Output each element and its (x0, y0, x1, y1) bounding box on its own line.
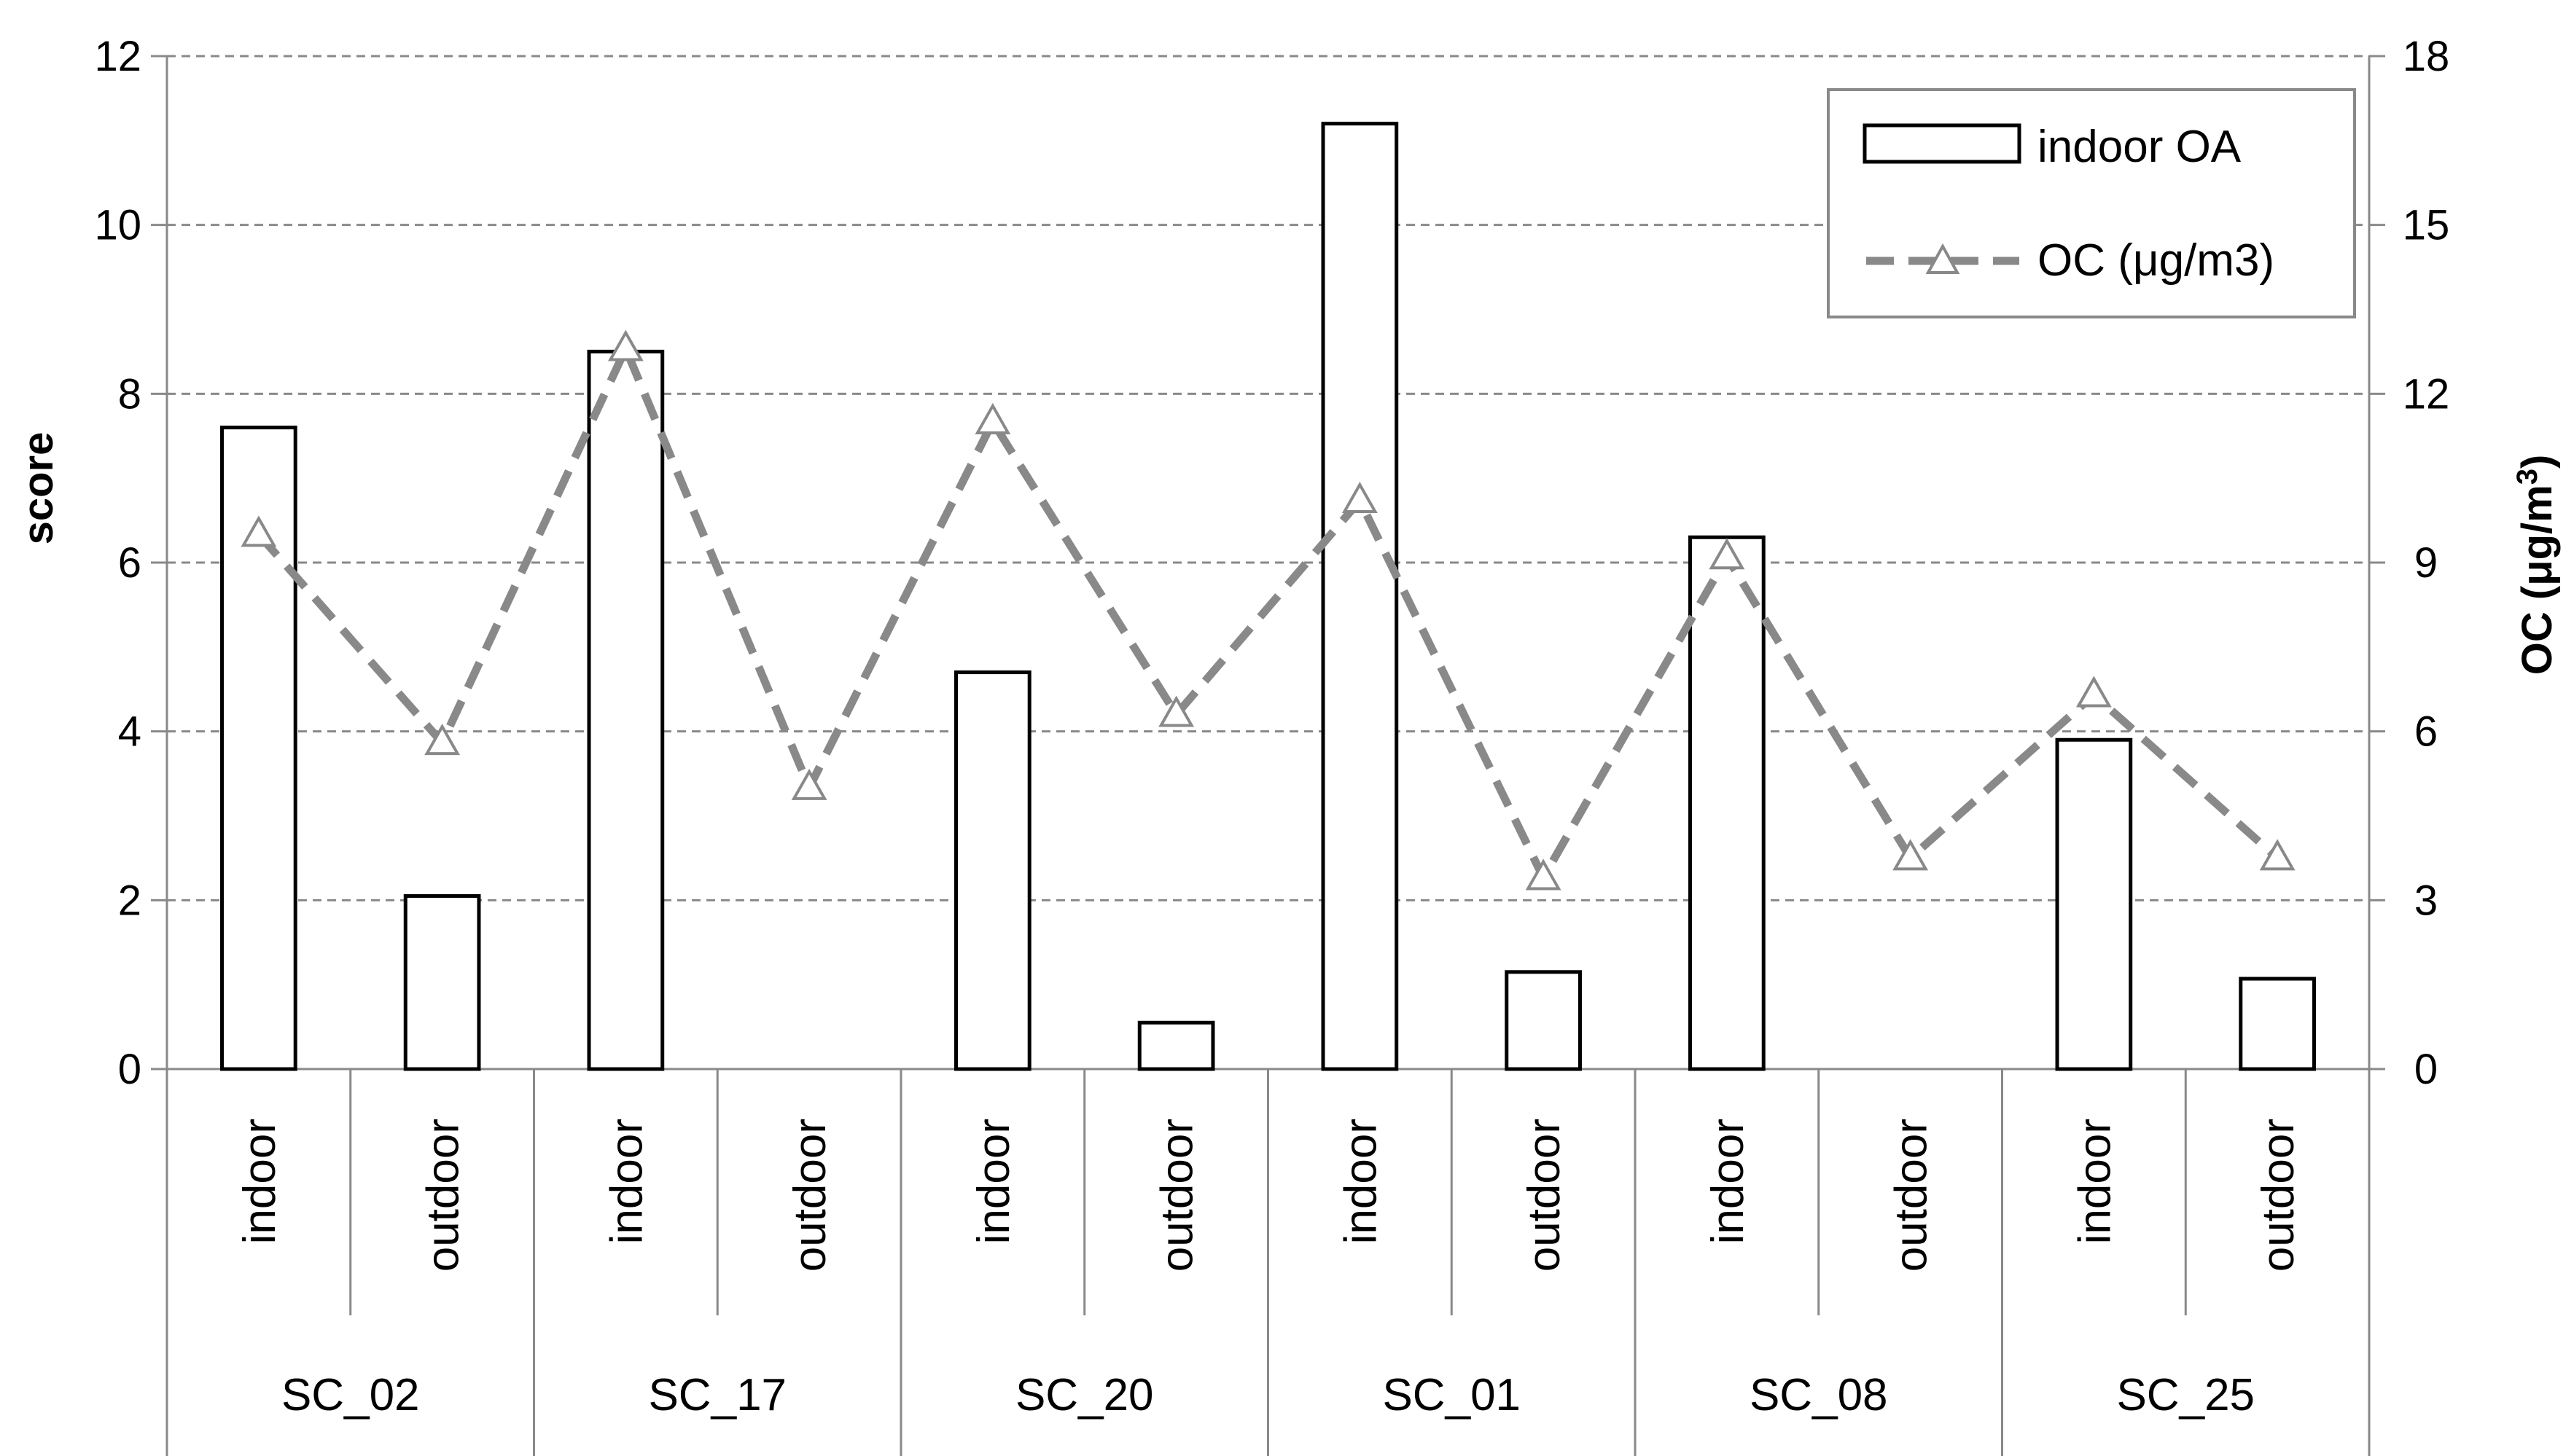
category-label: indoor (2070, 1119, 2120, 1244)
data-point-marker (1892, 839, 1929, 871)
right-axis-title-prefix: OC (μg/m (2513, 485, 2561, 675)
bar (1505, 970, 1582, 1071)
right-axis-ticks: 0 3 6 9 12 15 18 (2403, 33, 2450, 1093)
bar (1688, 535, 1766, 1071)
legend: indoor OA OC (μg/m3) (1827, 88, 2356, 318)
right-tick-label: 18 (2403, 33, 2450, 80)
data-point-marker (1158, 695, 1195, 727)
category-label: outdoor (2253, 1119, 2304, 1272)
category-label: outdoor (418, 1119, 469, 1272)
axes (151, 55, 2385, 1456)
left-tick-label: 4 (118, 708, 141, 756)
gridlines (167, 55, 2369, 901)
data-point-marker (791, 768, 827, 800)
category-label: indoor (601, 1119, 652, 1244)
data-point-marker (1341, 482, 1378, 514)
group-label: SC_02 (281, 1370, 420, 1420)
data-point-marker (1709, 538, 1745, 570)
category-label: indoor (969, 1119, 1019, 1244)
left-tick-label: 2 (118, 877, 141, 924)
left-axis-ticks: 0 2 4 6 8 10 12 (94, 33, 141, 1093)
data-point-marker (241, 515, 277, 547)
data-point-marker (424, 724, 461, 756)
bar (403, 894, 481, 1071)
data-point-marker (1525, 858, 1561, 891)
data-point-marker (2075, 676, 2112, 708)
group-label: SC_01 (1382, 1370, 1521, 1420)
category-labels: indoor outdoor indoor outdoor indoor outdoor i… (235, 1119, 2304, 1272)
right-tick-label: 9 (2414, 539, 2438, 587)
bar-series (220, 122, 2316, 1071)
category-label: indoor (1703, 1119, 1753, 1244)
group-labels: SC_02 SC_17 SC_20 SC_01 SC_08 SC_25 (281, 1370, 2255, 1420)
right-tick-label: 6 (2414, 708, 2438, 756)
category-label: outdoor (1153, 1119, 1203, 1272)
right-tick-label: 0 (2414, 1046, 2438, 1093)
bar (587, 349, 665, 1071)
bar (1137, 1020, 1215, 1071)
category-label: outdoor (785, 1119, 835, 1272)
right-axis-title: OC (μg/m3) (2511, 455, 2561, 676)
data-point-marker (607, 329, 644, 361)
oc-line (255, 338, 2280, 887)
group-label: SC_08 (1750, 1370, 1888, 1420)
right-tick-label: 3 (2414, 877, 2438, 924)
right-tick-label: 12 (2403, 370, 2450, 418)
legend-label-indoor-oa: indoor OA (2037, 122, 2242, 172)
left-tick-label: 12 (94, 33, 141, 80)
group-label: SC_17 (648, 1370, 787, 1420)
group-label: SC_25 (2116, 1370, 2255, 1420)
bar (2239, 976, 2316, 1071)
right-axis-title-suffix: ) (2513, 455, 2561, 469)
data-point-marker (975, 402, 1011, 434)
category-label: indoor (235, 1119, 285, 1244)
category-label: outdoor (1887, 1119, 1937, 1272)
bar (1321, 122, 1399, 1071)
left-tick-label: 6 (118, 539, 141, 587)
left-tick-label: 0 (118, 1046, 141, 1093)
right-axis-title-sup: 3 (2511, 469, 2543, 485)
legend-bar-swatch (1863, 123, 2021, 164)
category-label: outdoor (1519, 1119, 1569, 1272)
left-tick-label: 8 (118, 370, 141, 418)
line-series (241, 329, 2296, 891)
right-tick-label: 15 (2403, 202, 2450, 249)
data-point-marker (2259, 839, 2296, 871)
left-axis-title: score (15, 432, 62, 545)
category-label: indoor (1335, 1119, 1386, 1244)
left-tick-label: 10 (94, 202, 141, 249)
legend-label-oc: OC (μg/m3) (2037, 235, 2274, 286)
bar (2055, 737, 2133, 1071)
bar (954, 670, 1031, 1071)
legend-triangle-marker (1925, 243, 1960, 274)
group-label: SC_20 (1015, 1370, 1154, 1420)
